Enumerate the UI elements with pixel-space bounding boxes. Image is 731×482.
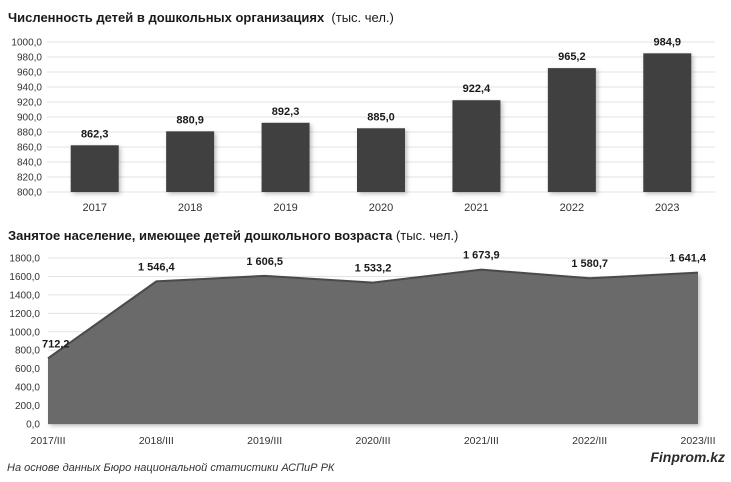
bar-value-label: 892,3 xyxy=(272,106,300,118)
area-x-tick-label: 2017/III xyxy=(30,435,65,447)
area-y-tick-label: 800,0 xyxy=(15,346,40,357)
bar-x-tick-label: 2023 xyxy=(655,202,679,214)
bar-value-label: 862,3 xyxy=(81,128,109,140)
bar-y-tick-label: 920,0 xyxy=(17,98,42,109)
bar xyxy=(452,100,501,192)
bar-chart-unit: (тыс. чел.) xyxy=(331,10,394,25)
area-chart-title-text: Занятое население, имеющее детей дошколь… xyxy=(8,228,393,243)
area-x-tick-label: 2018/III xyxy=(139,435,174,447)
bar xyxy=(261,122,310,192)
area-value-label: 1 533,2 xyxy=(355,263,392,275)
bar xyxy=(357,128,405,192)
bar-value-label: 922,4 xyxy=(463,83,491,95)
bar-value-label: 880,9 xyxy=(176,114,204,126)
bar-y-tick-label: 900,0 xyxy=(17,113,42,124)
area-x-tick-label: 2020/III xyxy=(355,435,390,447)
area-value-label: 712,2 xyxy=(42,338,70,350)
bar-y-tick-label: 1000,0 xyxy=(11,38,42,49)
area-value-label: 1 641,4 xyxy=(669,253,707,265)
bar-x-tick-label: 2017 xyxy=(82,202,106,214)
bar xyxy=(166,131,215,192)
area-y-tick-label: 400,0 xyxy=(15,383,40,394)
bar-x-tick-label: 2022 xyxy=(560,202,584,214)
area-x-tick-label: 2019/III xyxy=(247,435,282,447)
bar-value-label: 984,9 xyxy=(654,36,682,48)
area-value-label: 1 606,5 xyxy=(246,256,283,268)
bar-value-label: 965,2 xyxy=(558,51,586,63)
bar-value-label: 885,0 xyxy=(367,111,395,123)
bar-y-tick-label: 880,0 xyxy=(17,128,42,139)
bar xyxy=(547,68,596,192)
area-y-tick-label: 200,0 xyxy=(15,401,40,412)
source-note: На основе данных Бюро национальной стати… xyxy=(7,462,335,474)
bar-y-tick-label: 860,0 xyxy=(17,143,42,154)
area-chart-unit: (тыс. чел.) xyxy=(395,228,459,243)
bar-chart-title-text: Численность детей в дошкольных организац… xyxy=(8,10,325,25)
area-y-tick-label: 0,0 xyxy=(26,420,40,431)
area-value-label: 1 673,9 xyxy=(463,250,500,262)
area-series-line xyxy=(47,268,699,360)
bar-y-tick-label: 960,0 xyxy=(17,68,42,79)
bar-x-tick-label: 2020 xyxy=(369,202,393,214)
area-x-tick-label: 2021/III xyxy=(464,435,499,447)
brand-logo-text: Finprom.kz xyxy=(650,449,725,465)
bar-y-tick-label: 940,0 xyxy=(17,83,42,94)
area-series xyxy=(48,269,698,424)
area-y-tick-label: 1000,0 xyxy=(9,327,40,338)
area-y-tick-label: 1200,0 xyxy=(9,309,40,320)
area-x-tick-label: 2022/III xyxy=(572,435,607,447)
area-y-tick-label: 1400,0 xyxy=(9,290,40,301)
area-chart-title: Занятое население, имеющее детей дошколь… xyxy=(8,228,458,243)
area-value-label: 1 580,7 xyxy=(571,258,608,270)
bar xyxy=(70,145,119,192)
area-y-tick-label: 1600,0 xyxy=(9,272,40,283)
bar-x-tick-label: 2021 xyxy=(464,202,488,214)
bar-x-tick-label: 2018 xyxy=(178,202,202,214)
bar-chart-title: Численность детей в дошкольных организац… xyxy=(8,10,394,25)
bar-y-tick-label: 820,0 xyxy=(17,173,42,184)
bar-y-tick-label: 800,0 xyxy=(17,188,42,199)
area-value-label: 1 546,4 xyxy=(138,261,176,273)
bar-x-tick-label: 2019 xyxy=(273,202,297,214)
area-y-tick-label: 600,0 xyxy=(15,364,40,375)
bar xyxy=(643,53,692,193)
area-y-tick-label: 1800,0 xyxy=(9,254,40,265)
bar-y-tick-label: 840,0 xyxy=(17,158,42,169)
area-x-tick-label: 2023/III xyxy=(680,435,715,447)
bar-y-tick-label: 980,0 xyxy=(17,53,42,64)
